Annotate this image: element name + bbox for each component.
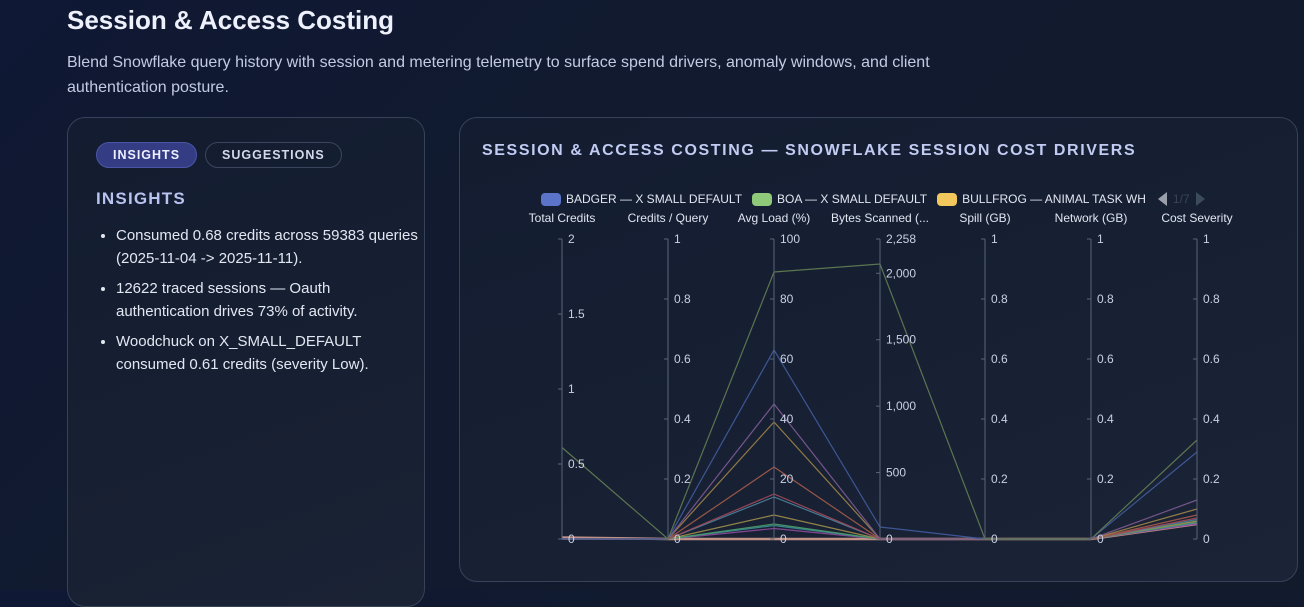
tick-label: 1.5	[568, 307, 585, 321]
tick-label: 0.6	[991, 352, 1008, 366]
tick-label: 1	[1097, 232, 1104, 246]
tick-label: 0	[674, 532, 681, 546]
tick-label: 0.5	[568, 457, 585, 471]
chart-panel: SESSION & ACCESS COSTING — SNOWFLAKE SES…	[459, 117, 1298, 582]
tick-label: 1,500	[886, 333, 916, 347]
legend-item-bullfrog[interactable]: BULLFROG — ANIMAL TASK WH	[937, 192, 1146, 206]
page-title: Session & Access Costing	[67, 5, 395, 35]
tick-label: 0.8	[1203, 292, 1220, 306]
axis-label: Total Credits	[529, 211, 596, 225]
tick-label: 0.4	[991, 412, 1008, 426]
insights-list: Consumed 0.68 credits across 59383 queri…	[96, 224, 426, 383]
tick-label: 40	[780, 412, 794, 426]
tick-label: 0	[1097, 532, 1104, 546]
tick-label: 0.2	[1203, 472, 1220, 486]
page-description: Blend Snowflake query history with sessi…	[67, 54, 930, 96]
tick-label: 0	[991, 532, 998, 546]
axis-2[interactable]: Credits / Query 0 0.2 0.4 0.6 0.8 1	[628, 211, 709, 546]
axis-6[interactable]: Network (GB) 0 0.2 0.4 0.6 0.8 1	[1055, 211, 1128, 546]
triangle-right-icon[interactable]	[1195, 192, 1205, 206]
tick-label: 60	[780, 352, 794, 366]
tick-label: 0.8	[674, 292, 691, 306]
tick-label: 0.2	[674, 472, 691, 486]
tick-label: 0	[886, 532, 893, 546]
tick-label: 0.8	[991, 292, 1008, 306]
tick-label: 1	[674, 232, 681, 246]
axis-1[interactable]: Total Credits 0 0.5 1 1.5 2	[529, 211, 596, 546]
chart-legend: BADGER — X SMALL DEFAULT BOA — X SMALL D…	[541, 192, 1205, 206]
tick-label: 100	[780, 232, 800, 246]
tick-label: 0	[568, 532, 575, 546]
tick-label: 0.8	[1097, 292, 1114, 306]
tab-suggestions[interactable]: SUGGESTIONS	[205, 142, 342, 168]
tick-label: 0.4	[674, 412, 691, 426]
insight-item: Woodchuck on X_SMALL_DEFAULT consumed 0.…	[116, 330, 426, 376]
insight-item: 12622 traced sessions — Oauth authentica…	[116, 277, 426, 323]
tick-label: 1,000	[886, 399, 916, 413]
tick-label: 0.6	[674, 352, 691, 366]
tick-label: 0.4	[1097, 412, 1114, 426]
tick-label: 0	[780, 532, 787, 546]
insights-panel: INSIGHTS SUGGESTIONS INSIGHTS Consumed 0…	[67, 117, 425, 607]
tick-label: 2,000	[886, 266, 916, 280]
chart-title: SESSION & ACCESS COSTING — SNOWFLAKE SES…	[482, 142, 1137, 159]
tick-label: 0.6	[1097, 352, 1114, 366]
insight-item: Consumed 0.68 credits across 59383 queri…	[116, 224, 426, 270]
legend-label: BOA — X SMALL DEFAULT	[777, 192, 928, 206]
legend-item-boa[interactable]: BOA — X SMALL DEFAULT	[752, 192, 927, 206]
tick-label: 500	[886, 466, 906, 480]
parallel-coordinates-chart: Total Credits 0 0.5 1 1.5 2 Credits / Query 0 0.…	[529, 211, 1233, 546]
tick-label: 20	[780, 472, 794, 486]
legend-label: BULLFROG — ANIMAL TASK WH	[962, 192, 1146, 206]
legend-swatch	[937, 192, 958, 206]
tick-label: 0	[1203, 532, 1210, 546]
tick-label: 1	[1203, 232, 1210, 246]
axis-label: Spill (GB)	[959, 211, 1010, 225]
insights-heading: INSIGHTS	[96, 189, 186, 208]
axis-label: Avg Load (%)	[738, 211, 811, 225]
tick-label: 0.6	[1203, 352, 1220, 366]
tab-insights[interactable]: INSIGHTS	[96, 142, 198, 168]
axis-label: Bytes Scanned (...	[831, 211, 929, 225]
tick-label: 0.2	[991, 472, 1008, 486]
tick-label: 80	[780, 292, 794, 306]
tick-label: 0.4	[1203, 412, 1220, 426]
legend-label: BADGER — X SMALL DEFAULT	[566, 192, 743, 206]
legend-swatch	[752, 192, 773, 206]
legend-swatch	[541, 192, 561, 206]
tick-label: 0.2	[1097, 472, 1114, 486]
tick-label: 1	[568, 382, 575, 396]
tick-label: 2	[568, 232, 575, 246]
axis-label: Network (GB)	[1055, 211, 1128, 225]
panel-tabs: INSIGHTS SUGGESTIONS	[96, 142, 342, 168]
axis-label: Cost Severity	[1161, 211, 1232, 225]
axis-4[interactable]: Bytes Scanned (... 0 500 1,000 1,500 2,000 2,2…	[831, 211, 929, 546]
tick-label: 1	[991, 232, 998, 246]
tick-label: 2,258	[886, 232, 916, 246]
axis-label: Credits / Query	[628, 211, 709, 225]
axis-3[interactable]: Avg Load (%) 0 20 40 60 80 100	[738, 211, 811, 546]
axis-5[interactable]: Spill (GB) 0 0.2 0.4 0.6 0.8 1	[959, 211, 1010, 546]
triangle-left-icon[interactable]	[1157, 192, 1167, 206]
axis-7[interactable]: Cost Severity 0 0.2 0.4 0.6 0.8 1	[1161, 211, 1232, 546]
legend-page-indicator: 1/7	[1172, 192, 1190, 206]
legend-item-badger[interactable]: BADGER — X SMALL DEFAULT	[541, 192, 742, 206]
legend-pagination: 1/7	[1157, 192, 1205, 206]
